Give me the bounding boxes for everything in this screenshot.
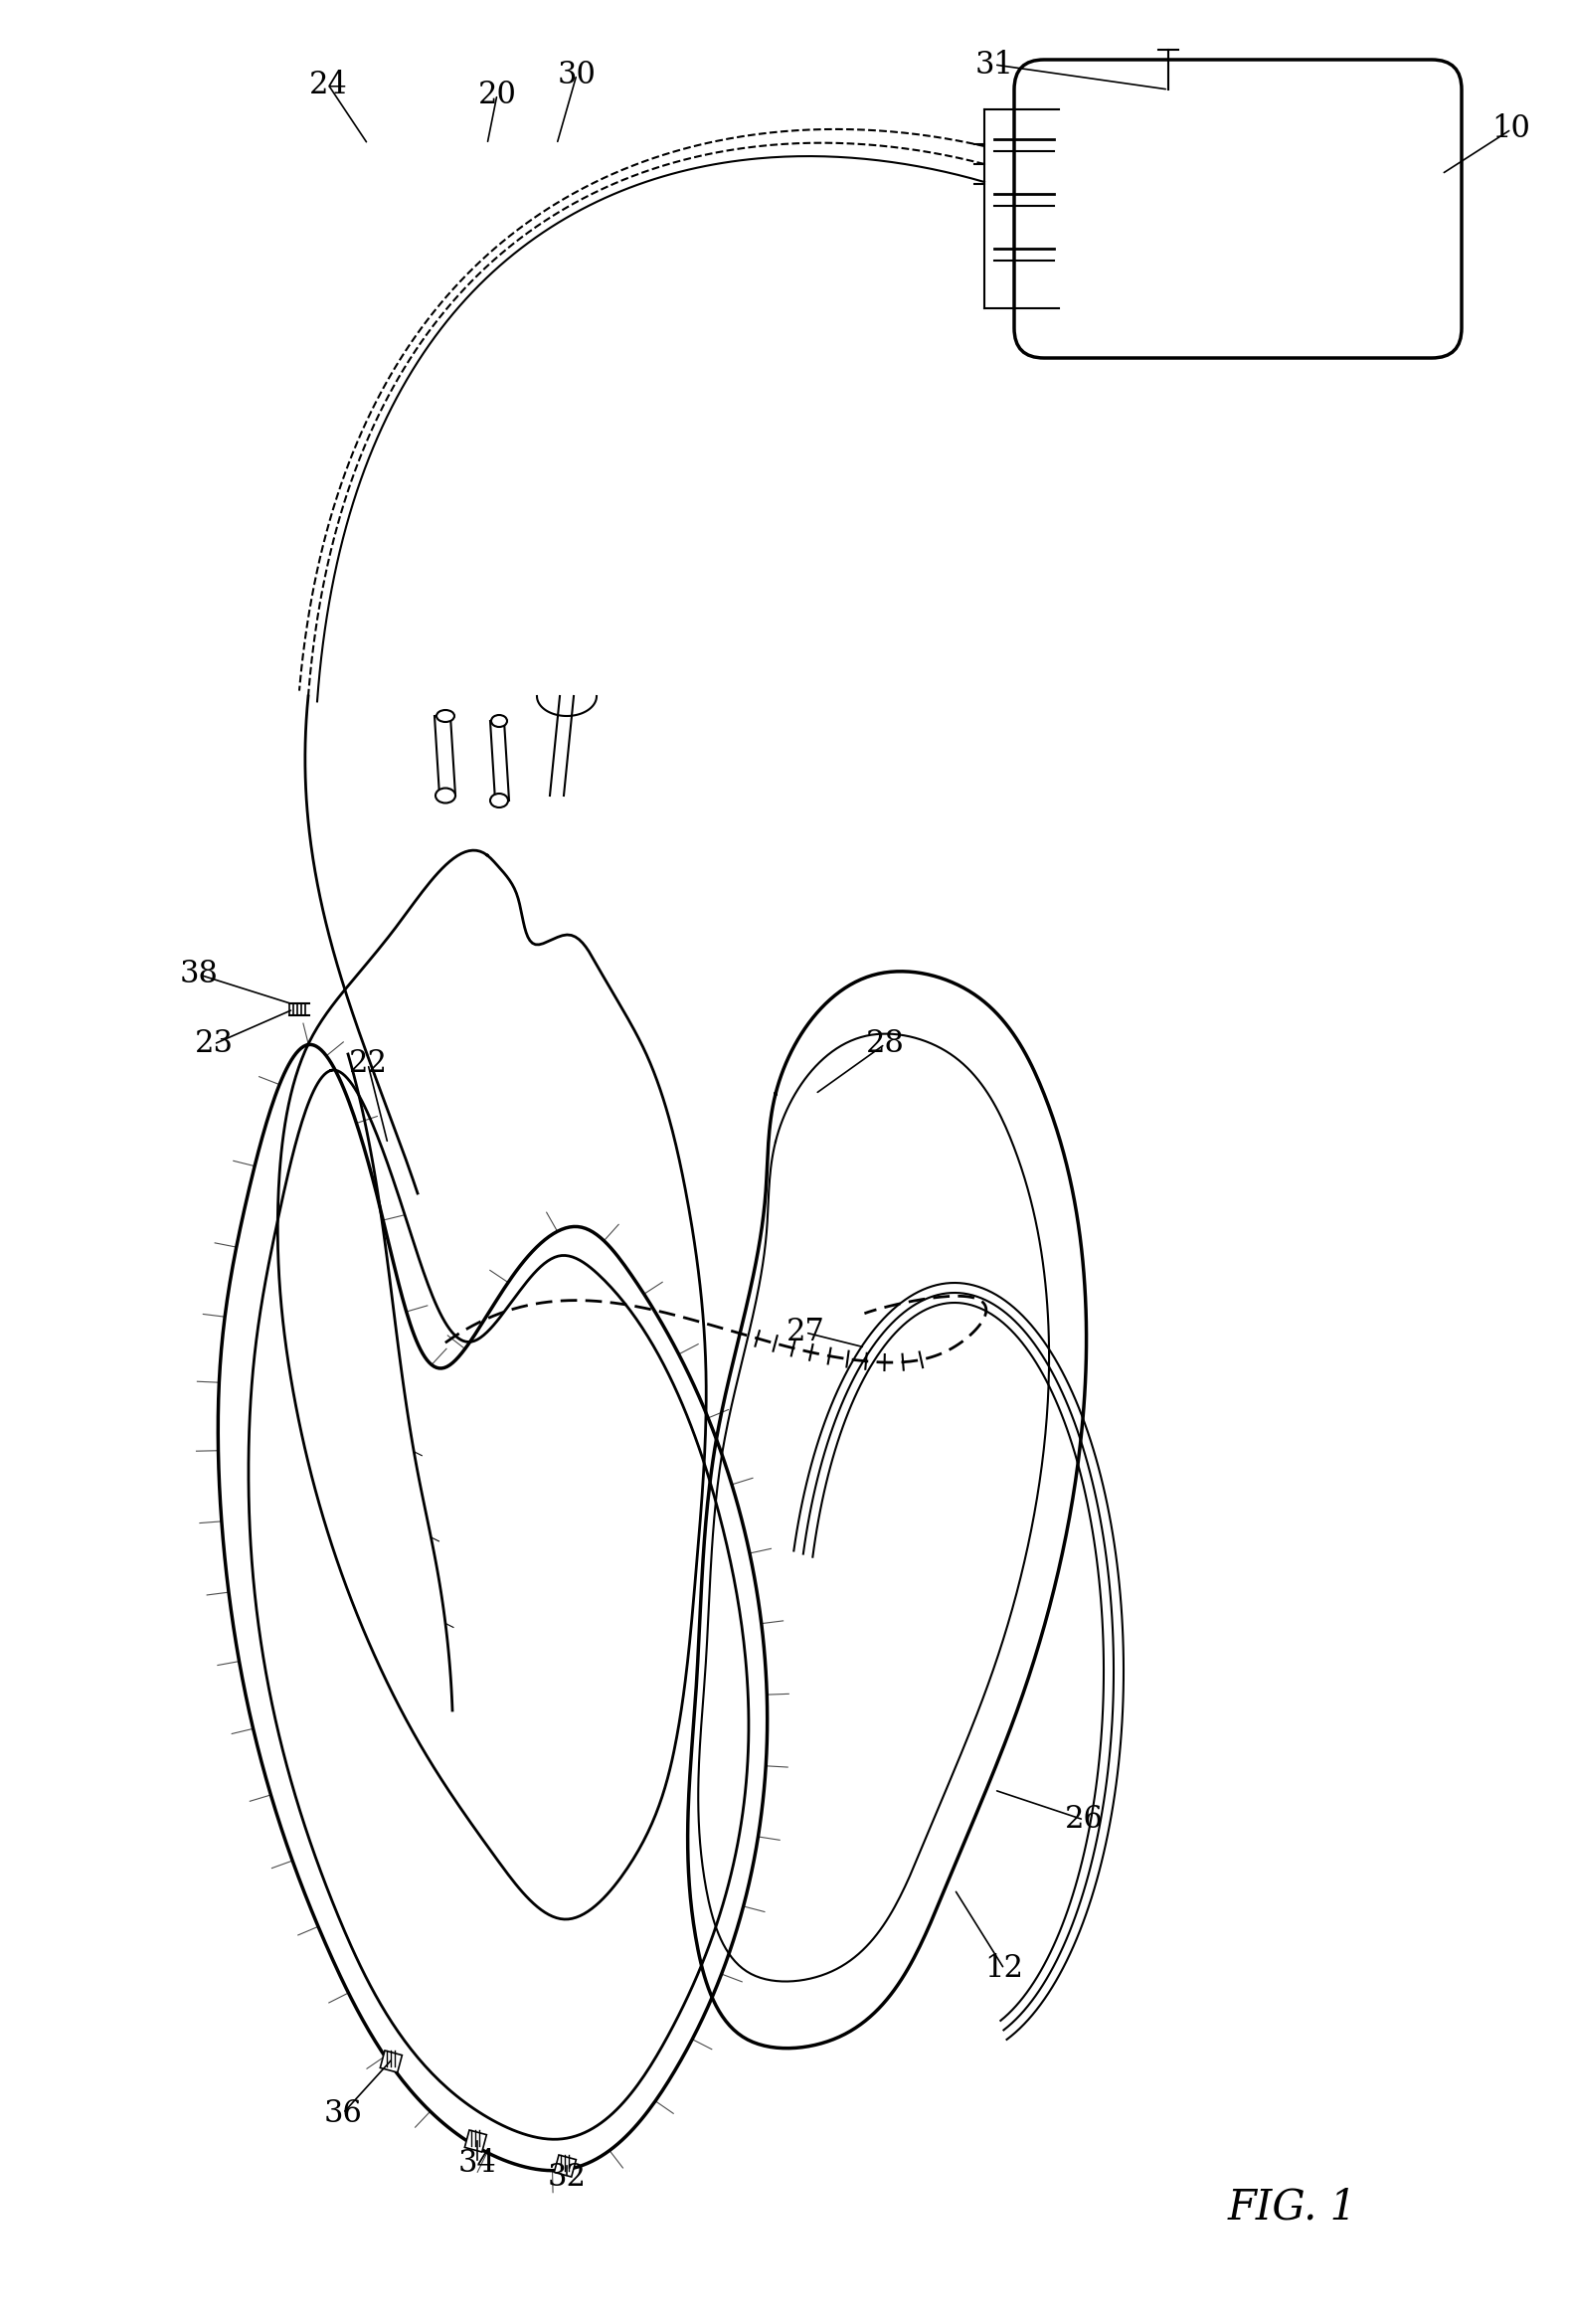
Text: 30: 30 <box>557 58 597 91</box>
Text: 31: 31 <box>975 49 1014 79</box>
Text: 23: 23 <box>195 1030 234 1060</box>
Ellipse shape <box>436 711 454 723</box>
Bar <box>380 2050 402 2073</box>
Text: 32: 32 <box>548 2161 586 2194</box>
Text: 10: 10 <box>1492 114 1531 144</box>
Text: 38: 38 <box>179 960 218 990</box>
Text: 36: 36 <box>323 2099 363 2129</box>
Ellipse shape <box>490 792 509 806</box>
Text: 27: 27 <box>787 1318 824 1348</box>
Bar <box>554 2154 576 2178</box>
Ellipse shape <box>435 788 455 804</box>
Bar <box>465 2131 487 2152</box>
Text: 22: 22 <box>349 1048 388 1078</box>
Text: 26: 26 <box>1064 1803 1104 1836</box>
Text: FIG. 1: FIG. 1 <box>1228 2187 1358 2229</box>
Text: 28: 28 <box>865 1030 904 1060</box>
Text: 12: 12 <box>984 1954 1024 1985</box>
FancyBboxPatch shape <box>1014 60 1462 358</box>
Text: 24: 24 <box>309 70 347 100</box>
Text: 34: 34 <box>458 2147 496 2178</box>
Ellipse shape <box>491 716 507 727</box>
Text: 20: 20 <box>477 79 517 109</box>
